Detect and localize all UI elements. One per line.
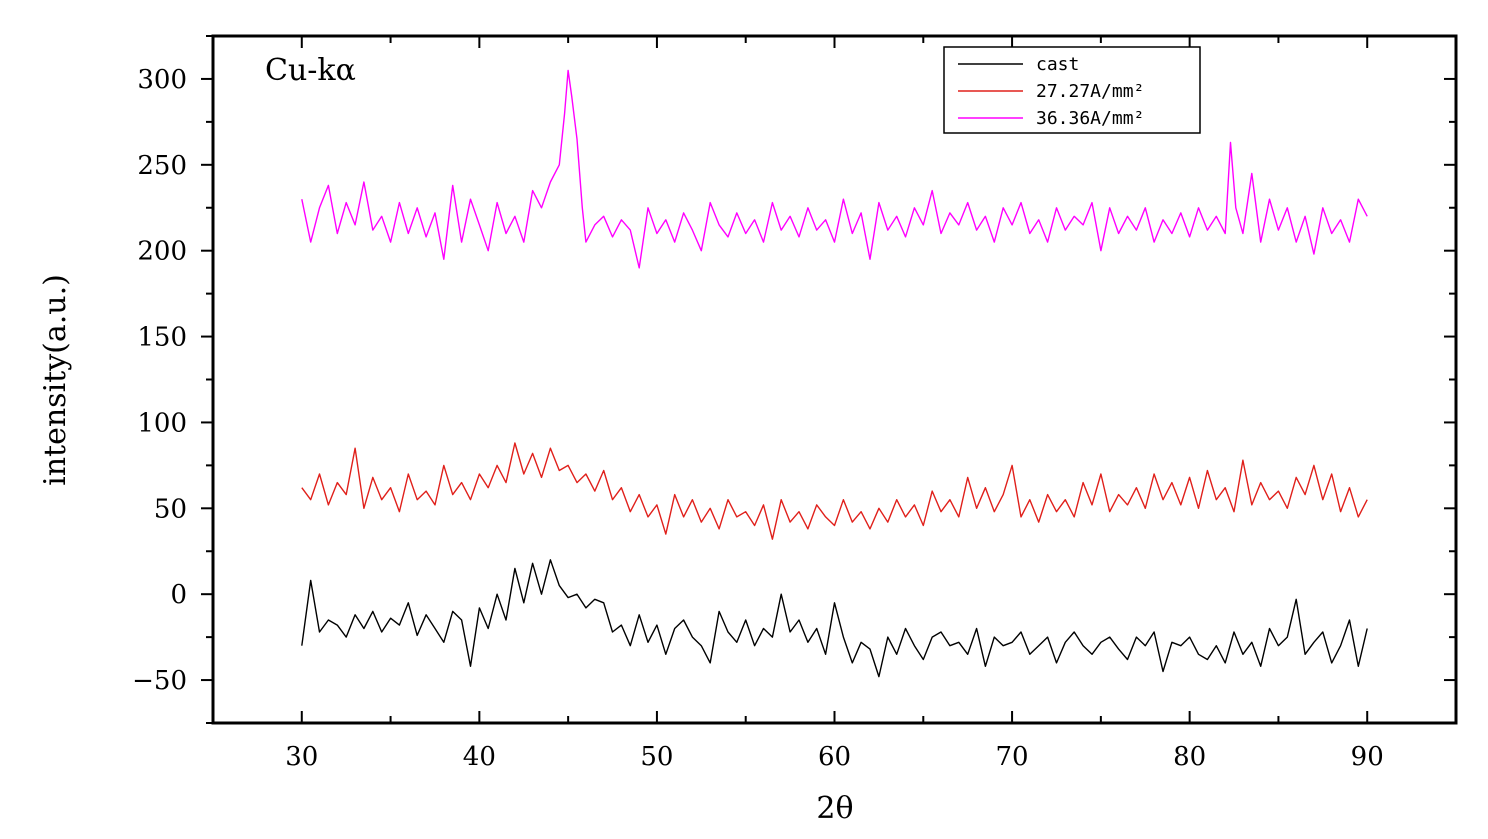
y-tick-label: 200 [137,237,187,267]
series-line-2 [301,442,1368,540]
y-tick-label: 150 [137,323,187,353]
x-tick-label: 80 [1173,742,1206,772]
legend-label-3: 36.36A/mm² [1036,108,1144,129]
x-tick-label: 60 [818,742,851,772]
x-axis-title: 2θ [816,791,853,826]
radiation-annotation: Cu-kα [265,53,356,88]
y-tick-label: 250 [137,151,187,181]
series-line-3 [301,69,1368,269]
y-tick-label: 0 [170,580,187,610]
legend-label-2: 27.27A/mm² [1036,81,1144,102]
x-tick-label: 70 [996,742,1029,772]
y-axis-title: intensity(a.u.) [38,274,73,486]
x-tick-label: 40 [463,742,496,772]
x-tick-label: 30 [285,742,318,772]
series-line-1 [301,559,1368,678]
series-layer [301,69,1368,678]
x-tick-label: 50 [640,742,673,772]
tick-labels: 30 40 50 60 70 80 90 −50 0 50 100 150 200 250 300 [132,65,1384,772]
y-tick-label: 300 [137,65,187,95]
plot-frame [211,34,1458,725]
y-tick-label: 100 [137,408,187,438]
legend: cast 27.27A/mm² 36.36A/mm² [943,46,1201,134]
y-tick-label: 50 [154,494,187,524]
y-tick-label: −50 [132,666,187,696]
x-tick-label: 90 [1351,742,1384,772]
legend-label-1: cast [1036,54,1079,75]
